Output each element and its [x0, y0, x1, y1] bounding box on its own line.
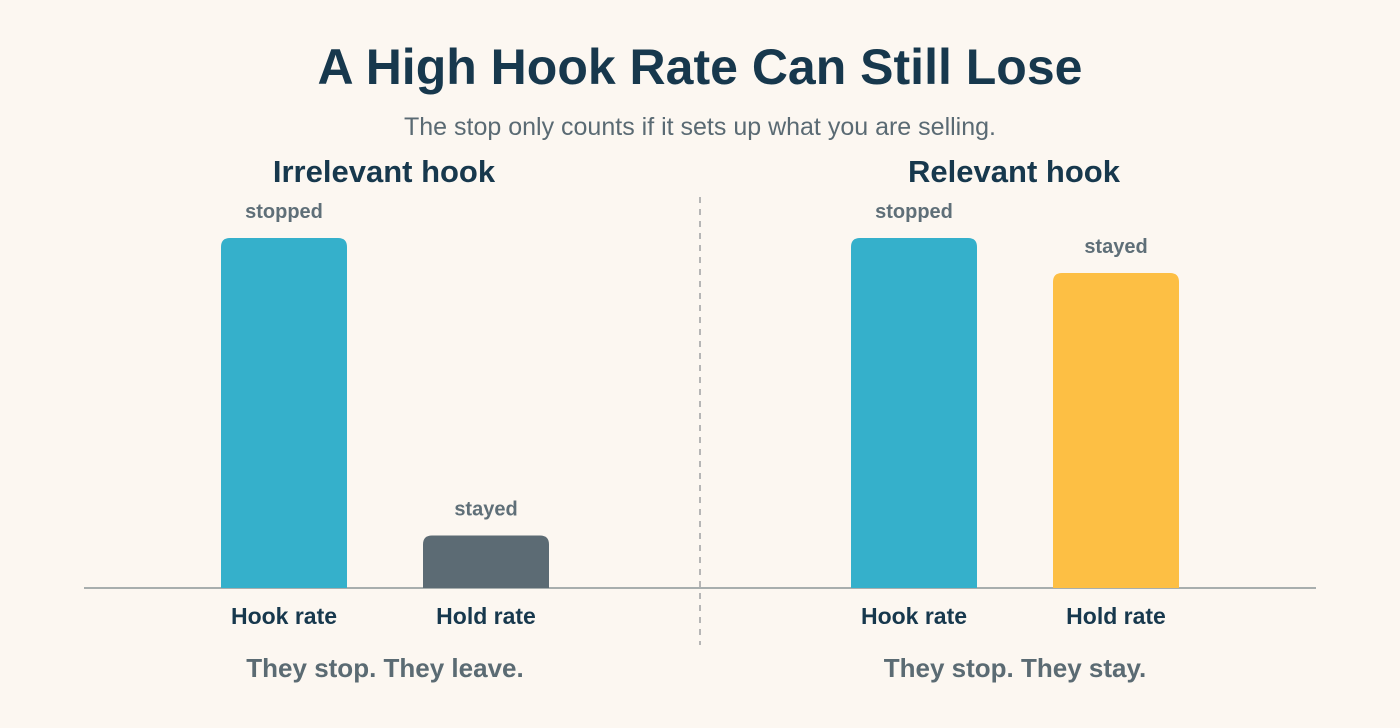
panel-title-irrelevant: Irrelevant hook	[272, 154, 496, 189]
panel-caption-irrelevant: They stop. They leave.	[246, 653, 524, 683]
bar-label-stopped: stopped	[875, 201, 953, 223]
x-tick-label-hook-rate: Hook rate	[861, 603, 967, 629]
chart-title: A High Hook Rate Can Still Lose	[317, 39, 1083, 95]
bar-label-stopped: stopped	[245, 201, 323, 223]
bar-hold-rate	[423, 535, 549, 588]
chart-subtitle: The stop only counts if it sets up what …	[404, 113, 996, 141]
x-tick-label-hold-rate: Hold rate	[1066, 603, 1166, 629]
bar-label-stayed: stayed	[454, 499, 517, 521]
bar-hook-rate	[851, 238, 977, 588]
bar-hold-rate	[1053, 273, 1179, 588]
bar-label-stayed: stayed	[1084, 236, 1147, 258]
bar-hook-rate	[221, 238, 347, 588]
x-tick-label-hold-rate: Hold rate	[436, 603, 536, 629]
x-tick-label-hook-rate: Hook rate	[231, 603, 337, 629]
panel-title-relevant: Relevant hook	[908, 154, 1120, 189]
panel-caption-relevant: They stop. They stay.	[883, 653, 1147, 683]
